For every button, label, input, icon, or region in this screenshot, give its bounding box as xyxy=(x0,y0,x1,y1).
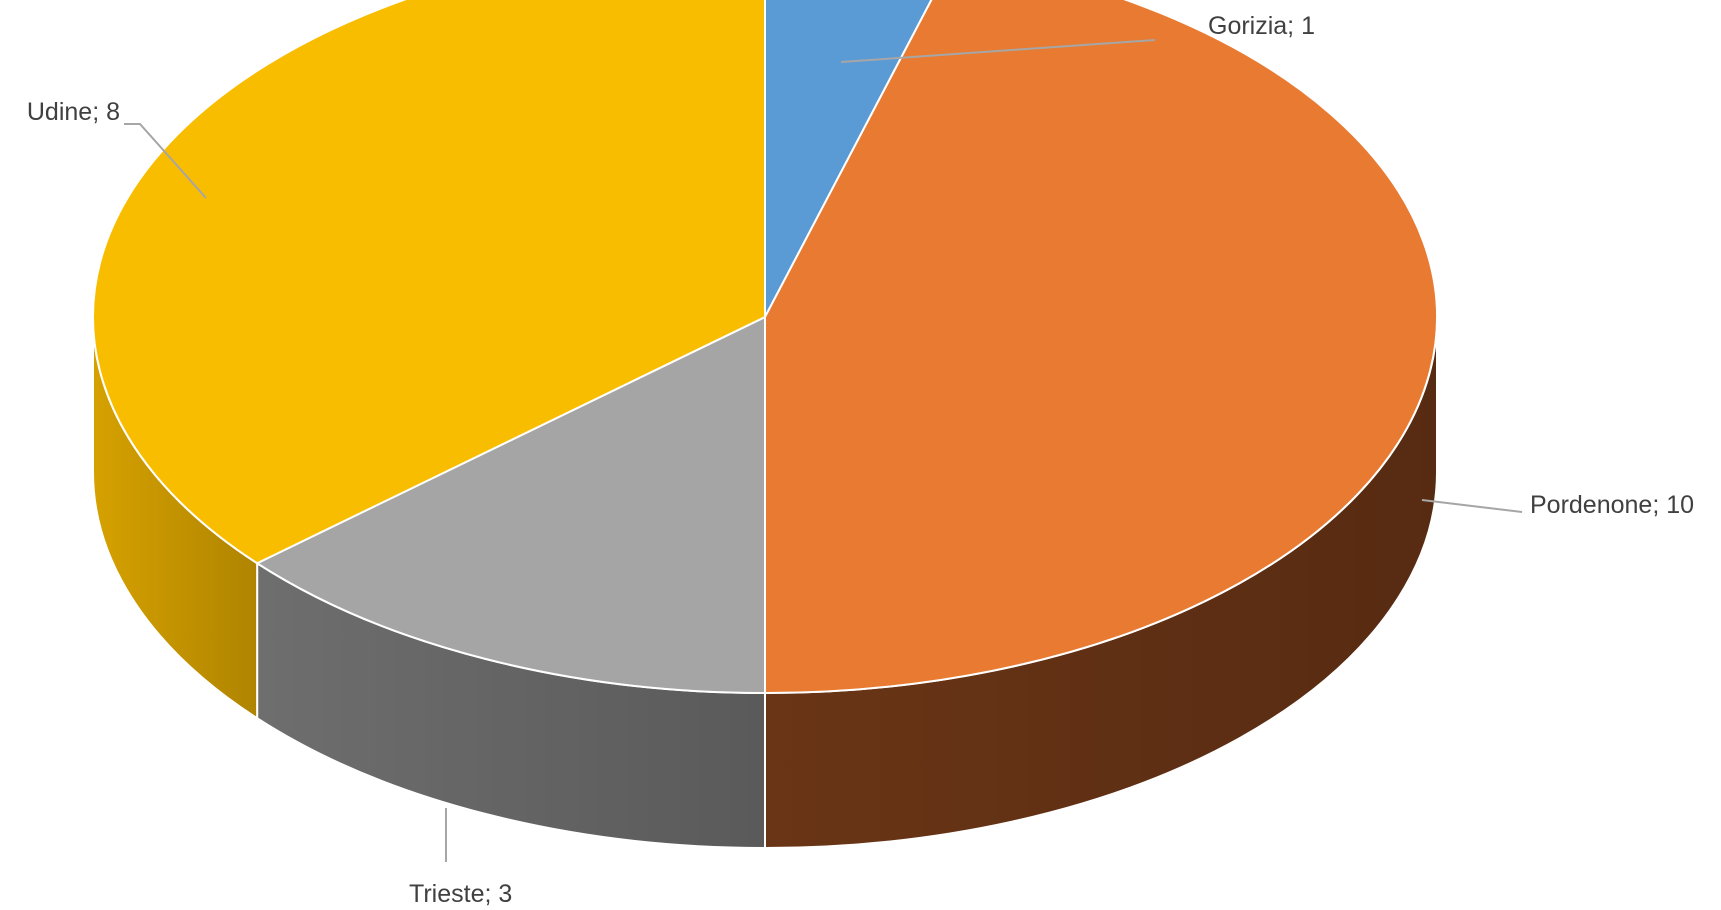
data-label-udine: Udine; 8 xyxy=(27,98,120,126)
pie-top-layer xyxy=(92,0,1438,694)
data-label-layer: Gorizia; 1 Pordenone; 10 Trieste; 3 Udine; … xyxy=(27,12,1694,908)
leader-line-gorizia xyxy=(840,39,1156,63)
leader-line-udine xyxy=(124,123,207,199)
pie-slice-pordenone[interactable] xyxy=(764,0,1438,694)
data-label-pordenone: Pordenone; 10 xyxy=(1530,491,1694,519)
pie-slice-udine[interactable] xyxy=(92,0,766,565)
leader-line-layer xyxy=(124,39,1523,862)
pie-side-layer xyxy=(92,316,1438,850)
data-label-trieste: Trieste; 3 xyxy=(409,880,512,908)
pie-slice-trieste[interactable] xyxy=(256,316,766,694)
data-label-gorizia: Gorizia; 1 xyxy=(1208,12,1315,40)
leader-line-pordenone xyxy=(1421,499,1523,513)
